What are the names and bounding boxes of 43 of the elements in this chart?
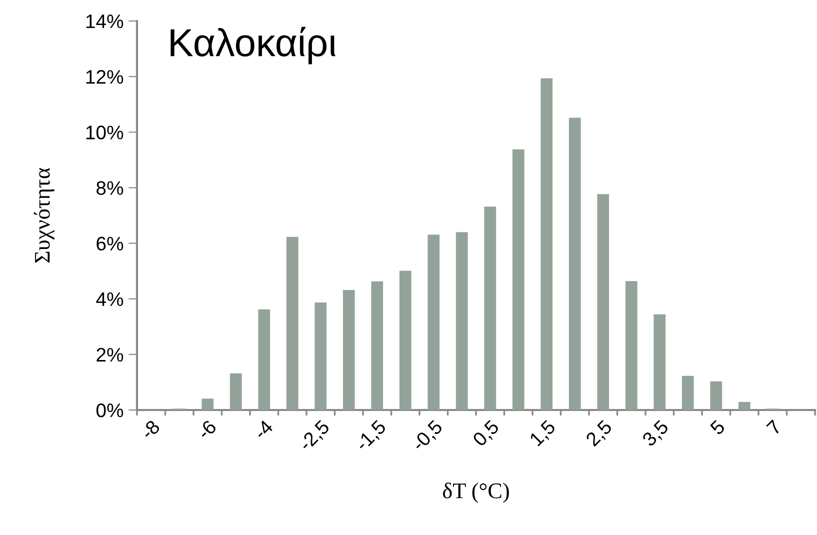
x-tick-label: 0,5 (472, 419, 502, 449)
x-tick-label: -8 (140, 419, 161, 440)
y-tick-label: 6% (96, 236, 124, 251)
x-tick-label: 2,5 (585, 419, 614, 448)
bar (399, 270, 412, 410)
bar (371, 281, 384, 410)
x-tick-label: -2,5 (298, 419, 332, 454)
bar (512, 149, 524, 410)
bar (258, 309, 270, 410)
bar (682, 376, 694, 410)
bar (654, 314, 666, 410)
y-tick-label: 2% (96, 348, 124, 362)
x-axis-title: δT (°C) (442, 482, 509, 503)
x-tick-label: 7 (766, 420, 782, 436)
y-axis-title: Συχνότητα (34, 168, 54, 263)
y-tick-label: 12% (86, 70, 124, 84)
x-tick-label: -4 (253, 419, 274, 440)
x-tick-label: 5 (710, 419, 726, 436)
bar (738, 402, 750, 410)
y-tick-label: 8% (96, 181, 124, 195)
x-tick-label: 1,5 (529, 419, 558, 448)
bar (314, 302, 327, 410)
bar (625, 281, 638, 410)
bar (484, 206, 496, 410)
bar (342, 290, 355, 410)
y-tick-label: 4% (96, 292, 124, 306)
bar (568, 118, 581, 410)
bar (540, 78, 553, 410)
bar (428, 234, 440, 410)
bar (456, 232, 468, 410)
bar (286, 236, 298, 410)
x-tick-label: -6 (196, 419, 218, 440)
y-tick-label: 14% (86, 14, 124, 28)
bar (230, 373, 242, 410)
x-tick-label: 3,5 (641, 419, 671, 449)
y-tick-label: 10% (86, 126, 124, 140)
bar (597, 194, 610, 410)
bar (710, 381, 722, 410)
bar (202, 398, 214, 410)
x-tick-label: -1,5 (354, 419, 388, 454)
chart-title: Καλοκαίρι (170, 26, 336, 64)
x-tick-label: -0,5 (410, 419, 445, 454)
y-tick-label: 0% (96, 403, 124, 418)
